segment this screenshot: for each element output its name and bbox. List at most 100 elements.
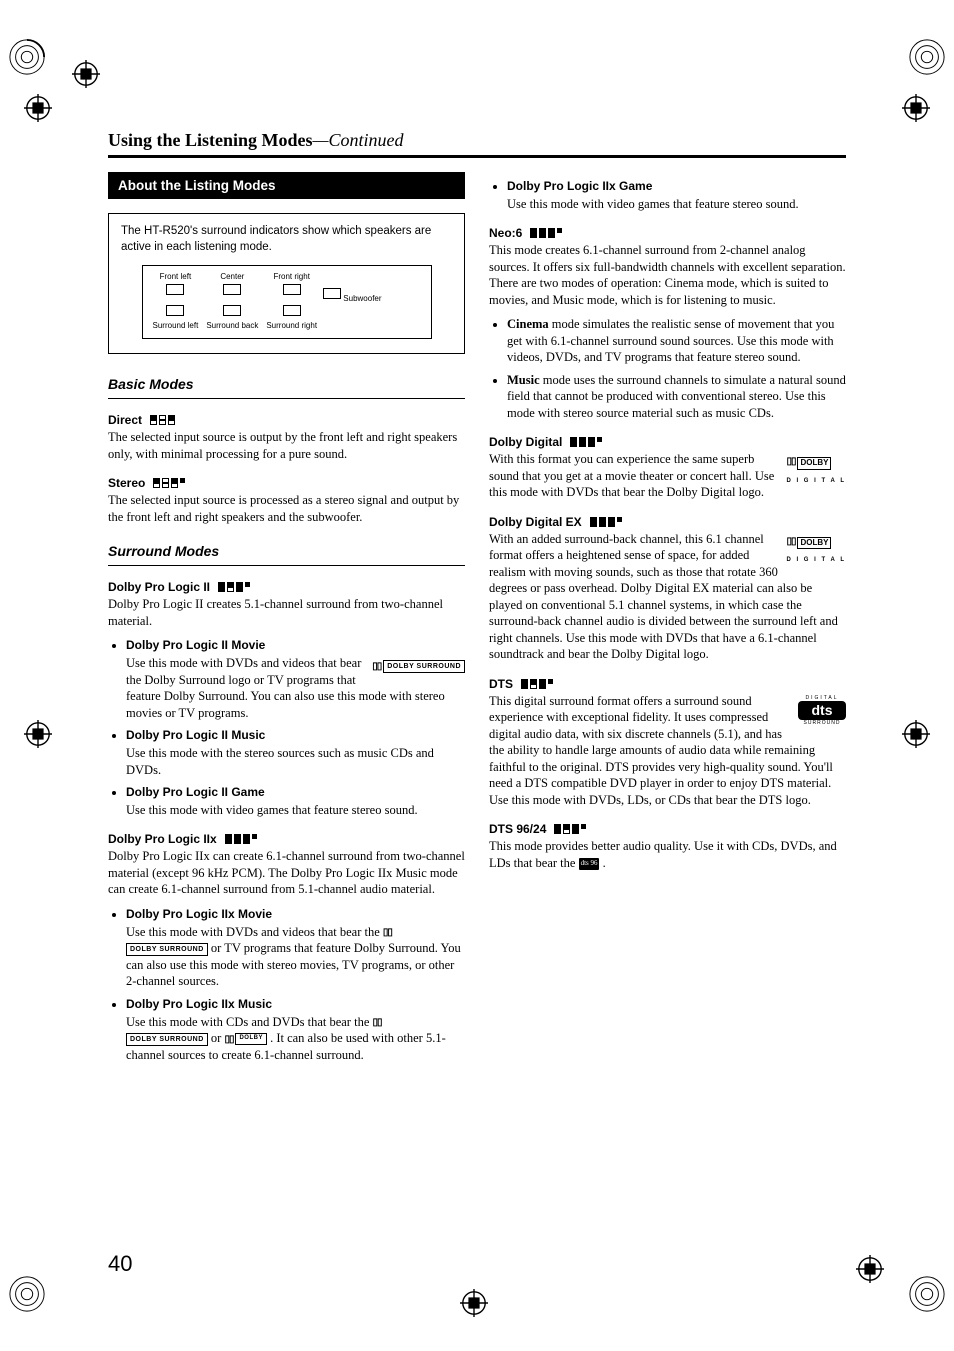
mode-name: Direct	[108, 413, 142, 427]
registration-mark-icon	[24, 720, 52, 748]
mode-name: Dolby Digital EX	[489, 515, 582, 529]
dpl2x-body: Dolby Pro Logic IIx can create 6.1-chann…	[108, 848, 465, 898]
dts-body: This digital surround format offers a su…	[489, 693, 846, 809]
indicators-note-text: The HT-R520's surround indicators show w…	[121, 224, 452, 255]
page-title-continued: —Continued	[313, 130, 404, 150]
list-item: Music mode uses the surround channels to…	[507, 372, 846, 422]
dolby-digital-ex-heading: Dolby Digital EX	[489, 515, 846, 529]
neo6-cinema-heading: Cinema	[507, 317, 549, 331]
mode-name: Dolby Pro Logic II	[108, 580, 210, 594]
dpl2-music-heading: Dolby Pro Logic II Music	[126, 728, 465, 744]
list-item: Dolby Pro Logic IIx Movie Use this mode …	[126, 906, 465, 990]
mode-name: Stereo	[108, 476, 145, 490]
dpl2-music-body: Use this mode with the stereo sources su…	[126, 746, 434, 777]
speaker-front-left: Front left Surround left	[153, 272, 199, 330]
list-item: Cinema mode simulates the realistic sens…	[507, 316, 846, 366]
speaker-indicator-icon	[153, 478, 185, 488]
mode-name: DTS 96/24	[489, 822, 546, 836]
speaker-label: Front right	[266, 272, 317, 282]
speaker-indicator-icon	[521, 679, 553, 689]
dolby-digital-logo-icon: ▯▯DOLBY	[224, 1031, 267, 1045]
section-heading-band: About the Listing Modes	[108, 172, 465, 199]
speaker-indicator-icon	[218, 582, 250, 592]
stereo-mode-body: The selected input source is processed a…	[108, 492, 465, 525]
surround-modes-heading: Surround Modes	[108, 543, 465, 566]
mode-name: DTS	[489, 677, 513, 691]
manual-page: Using the Listening Modes—Continued Abou…	[0, 0, 954, 1351]
dolby-digital-logo-icon: ▯▯DOLBYD I G I T A L	[786, 453, 846, 486]
list-item: Dolby Pro Logic IIx Game Use this mode w…	[507, 178, 846, 212]
speaker-indicator-icon	[150, 415, 184, 425]
dpl2x-music-body-1: Use this mode with CDs and DVDs that bea…	[126, 1015, 373, 1029]
dpl2-heading: Dolby Pro Logic II	[108, 580, 465, 594]
speaker-label: Center	[206, 272, 258, 282]
dolby-digital-logo-icon: ▯▯DOLBYD I G I T A L	[786, 533, 846, 566]
dolby-surround-logo-icon: ▯▯DOLBY SURROUND	[372, 657, 465, 674]
registration-mark-icon	[460, 1289, 488, 1317]
neo6-heading: Neo:6	[489, 226, 846, 240]
neo6-music-heading: Music	[507, 373, 540, 387]
dpl2-movie-heading: Dolby Pro Logic II Movie	[126, 638, 465, 654]
registration-mark-icon	[902, 94, 930, 122]
spiral-mark-icon	[8, 38, 46, 76]
dpl2-game-heading: Dolby Pro Logic II Game	[126, 785, 465, 801]
mode-name: Neo:6	[489, 226, 522, 240]
speaker-label: Subwoofer	[343, 294, 381, 303]
spiral-mark-icon	[908, 1275, 946, 1313]
speaker-label: Surround left	[153, 321, 199, 331]
dpl2-body: Dolby Pro Logic II creates 5.1-channel s…	[108, 596, 465, 629]
mode-name: Dolby Pro Logic IIx	[108, 832, 217, 846]
speaker-indicator-icon	[530, 228, 562, 238]
dpl2x-music-heading: Dolby Pro Logic IIx Music	[126, 997, 465, 1013]
dpl2x-submodes-list: Dolby Pro Logic IIx Movie Use this mode …	[126, 906, 465, 1063]
title-rule	[108, 155, 846, 158]
list-item: Dolby Pro Logic IIx Music Use this mode …	[126, 996, 465, 1063]
speaker-layout-diagram: Front left Surround left Center Surround…	[142, 265, 432, 339]
page-number: 40	[108, 1251, 132, 1277]
registration-mark-icon	[24, 94, 52, 122]
page-title: Using the Listening Modes—Continued	[108, 130, 846, 151]
two-column-layout: About the Listing Modes The HT-R520's su…	[108, 172, 846, 1069]
dpl2x-music-body-2: or	[211, 1031, 225, 1045]
indicators-note-box: The HT-R520's surround indicators show w…	[108, 213, 465, 354]
dts9624-body-1: This mode provides better audio quality.…	[489, 839, 837, 870]
stereo-mode-heading: Stereo	[108, 476, 465, 490]
dpl2-submodes-list: Dolby Pro Logic II Movie ▯▯DOLBY SURROUN…	[126, 637, 465, 818]
list-item: Dolby Pro Logic II Music Use this mode w…	[126, 727, 465, 778]
dpl2x-movie-heading: Dolby Pro Logic IIx Movie	[126, 907, 465, 923]
right-column: Dolby Pro Logic IIx Game Use this mode w…	[489, 172, 846, 1069]
speaker-front-right: Front right Surround right	[266, 272, 317, 330]
speaker-center: Center Surround back	[206, 272, 258, 330]
speaker-label: Surround right	[266, 321, 317, 331]
speaker-label: Surround back	[206, 321, 258, 331]
registration-mark-icon	[72, 60, 100, 88]
registration-mark-icon	[902, 720, 930, 748]
spiral-mark-icon	[8, 1275, 46, 1313]
dts-logo-icon: DIGITAL dts SURROUND	[798, 695, 846, 727]
speaker-indicator-icon	[554, 824, 586, 834]
page-title-main: Using the Listening Modes	[108, 130, 313, 150]
list-item: Dolby Pro Logic II Movie ▯▯DOLBY SURROUN…	[126, 637, 465, 721]
dts9624-body-2: .	[603, 856, 606, 870]
dts9624-body: This mode provides better audio quality.…	[489, 838, 846, 871]
neo6-music-body: mode uses the surround channels to simul…	[507, 373, 846, 420]
dpl2-game-body: Use this mode with video games that feat…	[126, 803, 418, 817]
direct-mode-body: The selected input source is output by t…	[108, 429, 465, 462]
mode-name: Dolby Digital	[489, 435, 562, 449]
speaker-indicator-icon	[590, 517, 622, 527]
dts9624-heading: DTS 96/24	[489, 822, 846, 836]
dts9624-logo-icon: dts 96	[579, 858, 600, 869]
left-column: About the Listing Modes The HT-R520's su…	[108, 172, 465, 1069]
direct-mode-heading: Direct	[108, 413, 465, 427]
neo6-cinema-body: mode simulates the realistic sense of mo…	[507, 317, 834, 364]
speaker-indicator-icon	[570, 437, 602, 447]
dpl2x-submodes-list-continued: Dolby Pro Logic IIx Game Use this mode w…	[507, 178, 846, 212]
basic-modes-heading: Basic Modes	[108, 376, 465, 399]
dpl2x-game-body: Use this mode with video games that feat…	[507, 197, 799, 211]
spiral-mark-icon	[908, 38, 946, 76]
registration-mark-icon	[856, 1255, 884, 1283]
neo6-submodes-list: Cinema mode simulates the realistic sens…	[507, 316, 846, 421]
dpl2x-game-heading: Dolby Pro Logic IIx Game	[507, 179, 846, 195]
dpl2x-movie-body-1: Use this mode with DVDs and videos that …	[126, 925, 383, 939]
speaker-subwoofer: Subwoofer	[323, 272, 381, 304]
